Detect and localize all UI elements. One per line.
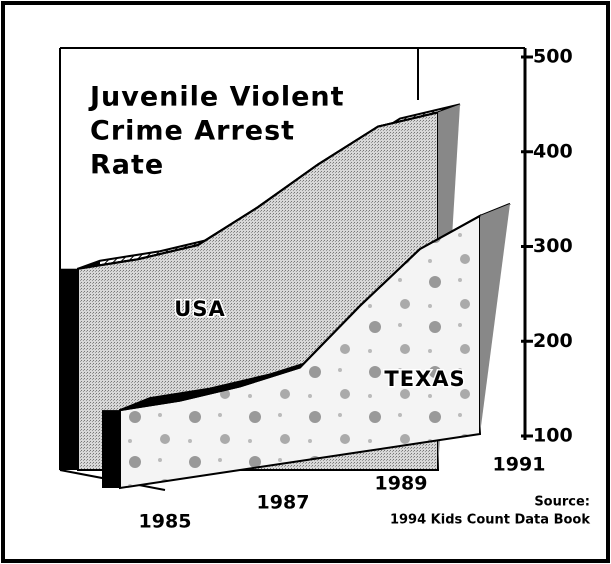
y-tick-label: 500: [533, 46, 573, 68]
x-tick-label: 1991: [493, 454, 546, 476]
chart-title: Crime Arrest: [90, 116, 295, 147]
x-tick-label: 1985: [139, 511, 192, 533]
source: Source:: [534, 495, 590, 510]
series-label: USA: [174, 297, 225, 321]
chart-title: Juvenile Violent: [88, 82, 345, 113]
y-tick-label: 100: [533, 425, 573, 447]
marks: 100 200 300 400 500 1985 1987 1989 1991 USA TEXAS: [60, 46, 573, 533]
area-side: [102, 410, 120, 488]
area-line: [77, 111, 439, 270]
x-tick-label: 1987: [257, 492, 310, 514]
y-tick-label: 200: [533, 330, 573, 352]
y-tick-label: 300: [533, 235, 573, 257]
x-tick-label: 1989: [375, 473, 428, 495]
area-line: [119, 214, 481, 412]
source: 1994 Kids Count Data Book: [390, 513, 590, 528]
area-end: [480, 203, 510, 434]
y-tick-label: 400: [533, 140, 573, 162]
chart-title: Rate: [90, 150, 164, 181]
series-label: TEXAS: [384, 367, 465, 391]
area-side: [60, 268, 78, 470]
